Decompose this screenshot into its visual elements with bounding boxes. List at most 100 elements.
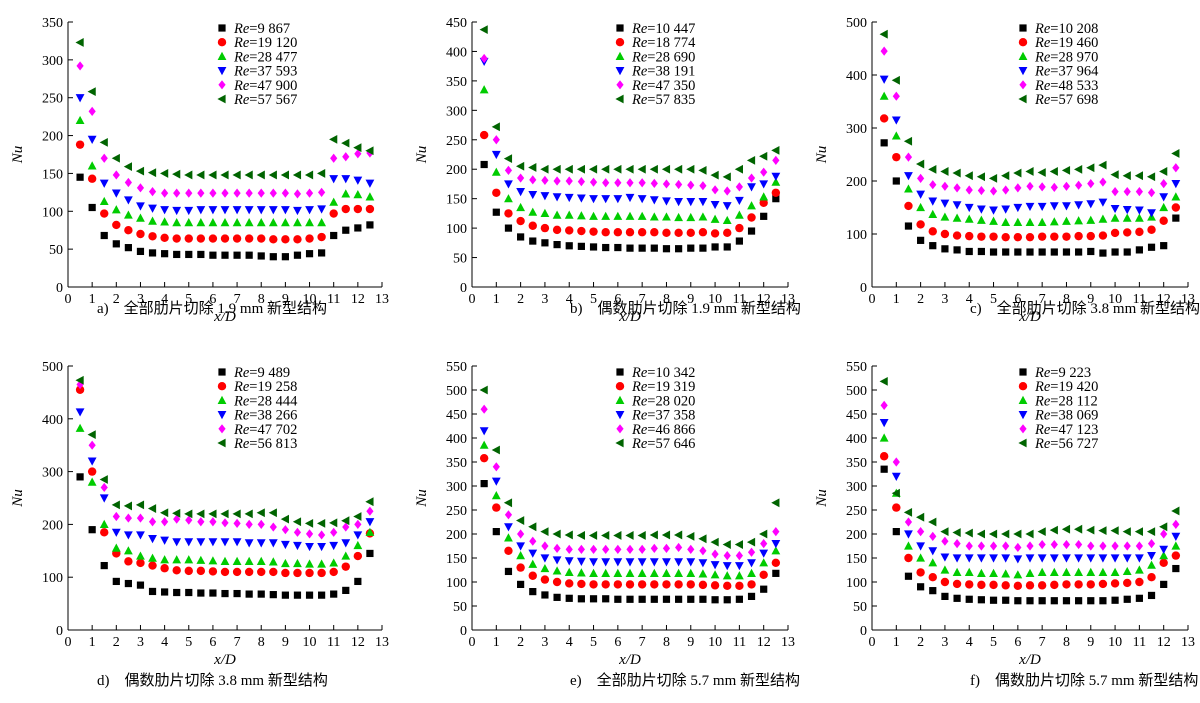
data-point — [529, 536, 537, 546]
data-point — [1159, 545, 1169, 554]
legend-marker — [615, 67, 625, 76]
series-6 — [479, 25, 780, 182]
data-point — [280, 206, 290, 215]
data-point — [244, 509, 253, 519]
series-4 — [479, 57, 781, 211]
data-point — [1087, 247, 1095, 256]
data-point — [1122, 527, 1131, 536]
x-tick-label: 8 — [258, 292, 265, 307]
data-point — [232, 567, 242, 577]
data-point — [928, 547, 938, 556]
data-point — [576, 568, 586, 577]
data-point — [1087, 179, 1095, 189]
data-point — [614, 243, 622, 252]
y-tick-label: 0 — [56, 281, 63, 296]
data-point — [760, 167, 768, 177]
data-point — [184, 566, 193, 576]
x-tick-label: 3 — [941, 292, 948, 307]
data-point — [771, 498, 780, 508]
data-point — [172, 169, 181, 179]
data-point — [1049, 217, 1059, 226]
data-point — [1110, 170, 1119, 180]
y-tick-label: 250 — [446, 504, 467, 519]
data-point — [734, 571, 744, 580]
x-tick-label: 11 — [1133, 292, 1146, 307]
data-point — [976, 215, 986, 224]
data-point — [1160, 529, 1168, 539]
data-point — [1135, 246, 1143, 254]
legend-label: Re=19 319 — [631, 379, 695, 395]
data-point — [208, 538, 218, 547]
data-point — [613, 211, 623, 220]
data-point — [318, 187, 326, 197]
x-tick-label: 4 — [566, 635, 573, 650]
data-point — [1049, 567, 1059, 576]
legend-marker — [1018, 382, 1028, 391]
data-point — [281, 253, 289, 261]
data-point — [904, 517, 913, 527]
data-point — [208, 170, 217, 180]
data-point — [342, 226, 350, 234]
data-point — [341, 175, 351, 184]
data-point — [891, 75, 900, 85]
data-point — [148, 204, 157, 213]
data-point — [699, 181, 707, 191]
x-tick-label: 0 — [65, 635, 72, 650]
data-point — [637, 195, 647, 204]
x-axis-label: x/D — [618, 309, 641, 325]
legend-marker — [1019, 24, 1027, 32]
data-point — [710, 537, 719, 547]
data-point — [1159, 202, 1169, 212]
data-point — [734, 164, 743, 174]
data-point — [903, 136, 913, 146]
data-point — [1075, 248, 1083, 256]
data-point — [904, 572, 913, 580]
data-point — [529, 588, 537, 596]
data-point — [99, 494, 109, 503]
data-point — [148, 535, 157, 544]
data-point — [952, 528, 961, 537]
data-point — [87, 87, 96, 97]
y-tick-label: 200 — [42, 130, 63, 145]
data-point — [1172, 163, 1180, 173]
data-point — [220, 538, 230, 547]
data-point — [208, 567, 218, 576]
data-point — [305, 250, 314, 258]
data-point — [891, 488, 900, 498]
y-tick-label: 200 — [446, 163, 467, 178]
data-point — [746, 155, 756, 165]
data-point — [650, 543, 658, 553]
y-tick-label: 350 — [42, 16, 63, 31]
data-point — [904, 553, 913, 563]
data-point — [491, 150, 501, 160]
data-point — [353, 540, 363, 550]
data-point — [564, 530, 573, 540]
data-point — [208, 206, 218, 215]
x-tick-label: 3 — [941, 635, 948, 650]
data-point — [564, 210, 574, 219]
data-point — [1001, 529, 1010, 539]
data-point — [160, 536, 170, 545]
data-point — [504, 165, 513, 175]
y-axis-label: Nu — [814, 489, 830, 508]
data-point — [516, 216, 525, 226]
data-point — [675, 595, 683, 603]
data-point — [941, 181, 949, 191]
data-point — [710, 561, 720, 570]
data-point — [197, 517, 205, 527]
data-point — [928, 164, 937, 174]
x-tick-label: 11 — [733, 292, 746, 307]
data-point — [674, 164, 683, 174]
data-point — [1086, 567, 1096, 576]
data-point — [916, 553, 926, 562]
data-point — [674, 228, 683, 238]
data-point — [112, 511, 120, 522]
data-point — [1171, 149, 1180, 158]
data-point — [589, 227, 598, 236]
data-point — [233, 251, 241, 259]
series-2 — [879, 114, 1181, 242]
data-point — [649, 196, 659, 205]
data-point — [196, 234, 206, 243]
data-point — [953, 539, 961, 549]
data-point — [256, 556, 266, 565]
